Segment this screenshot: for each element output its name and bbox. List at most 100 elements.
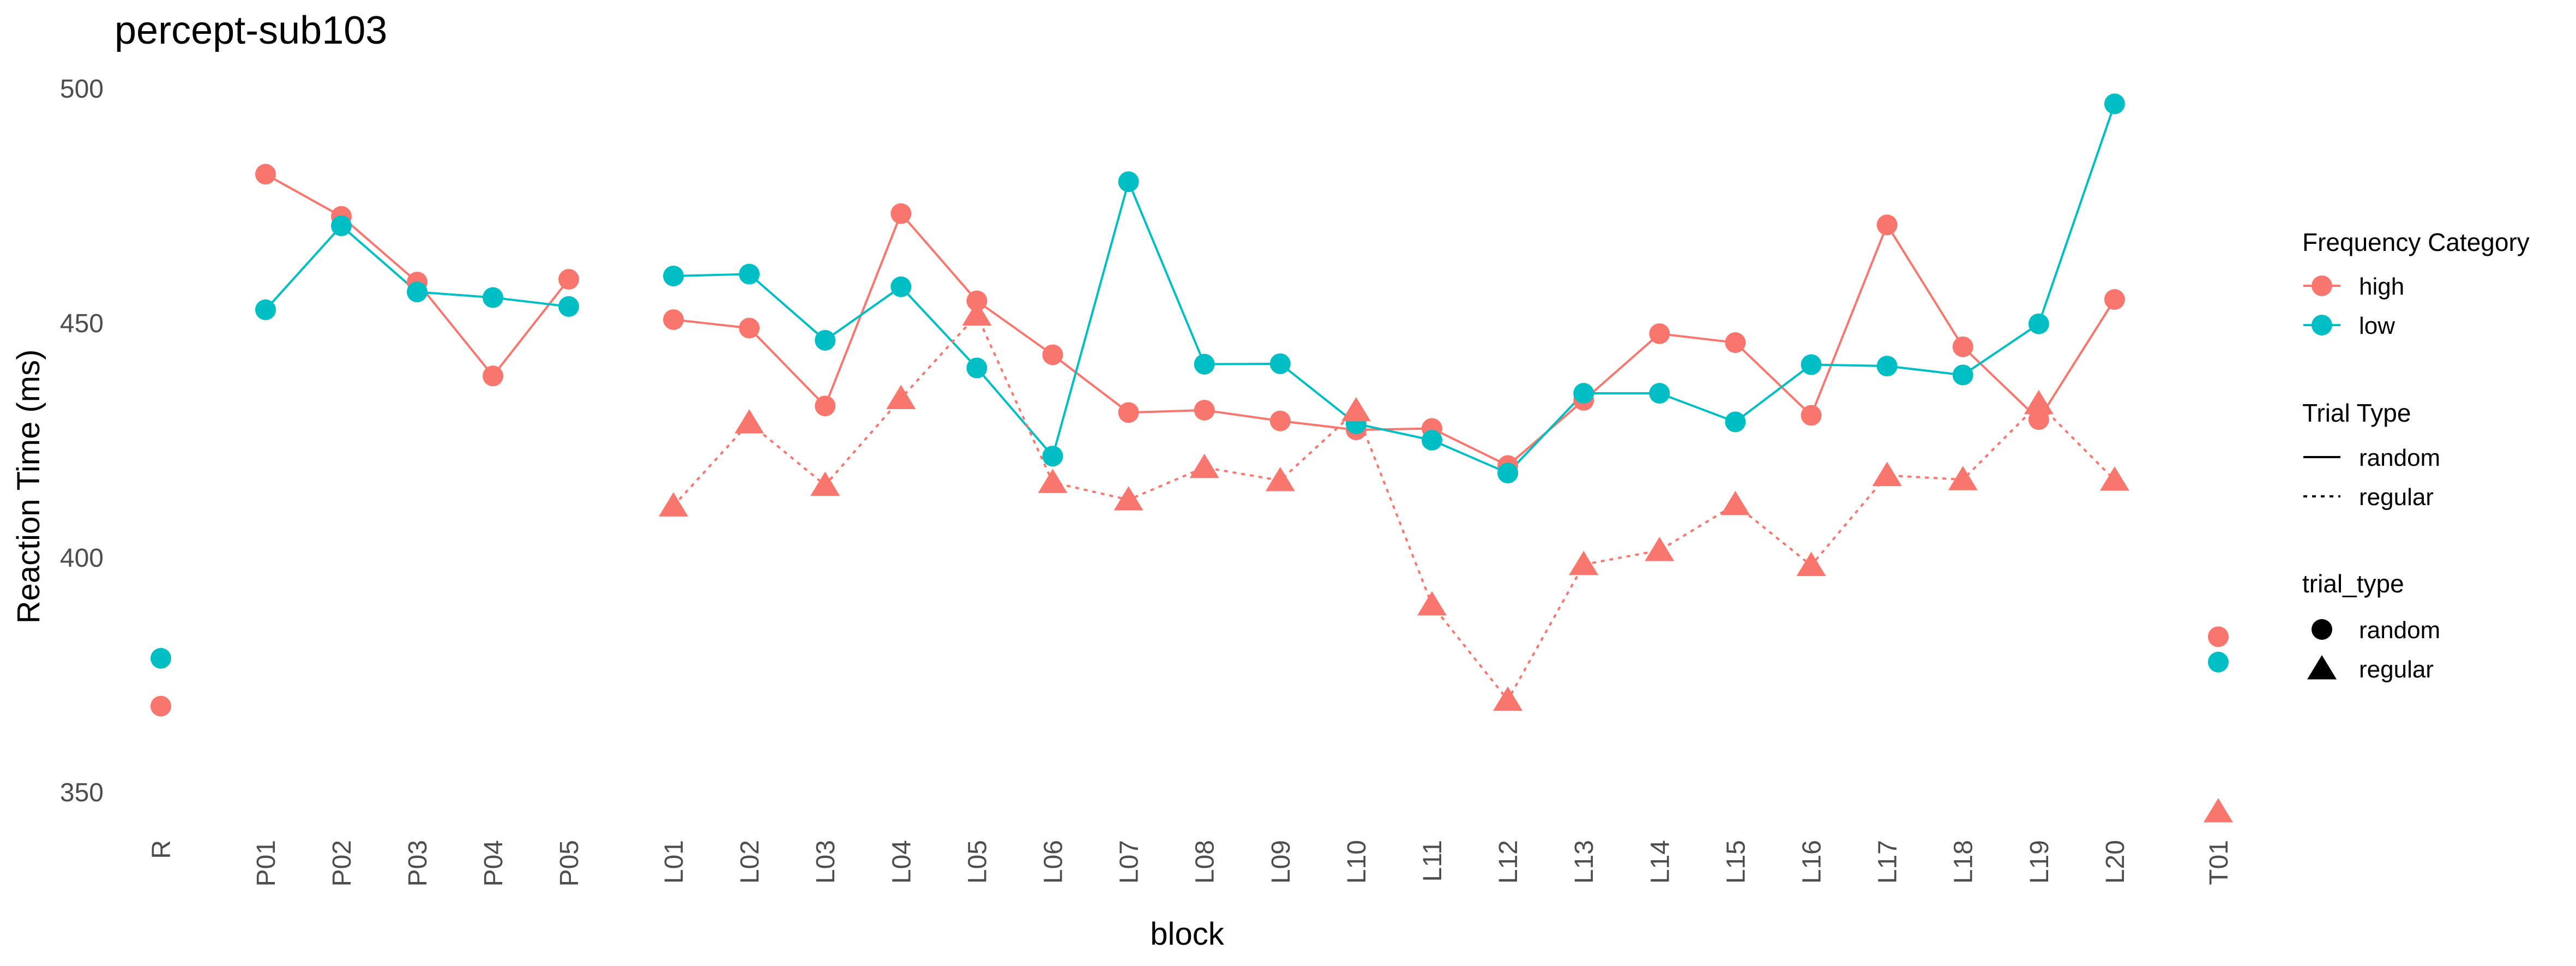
x-tick-label: P03 [404, 840, 432, 886]
x-tick-label: L06 [1039, 840, 1068, 884]
data-point [1042, 344, 1063, 365]
x-tick-label: P05 [555, 840, 584, 886]
data-point [255, 164, 276, 185]
data-point [2204, 798, 2233, 823]
data-point [2104, 289, 2125, 310]
legend-key-point [2312, 275, 2332, 296]
data-point [1796, 551, 1826, 577]
x-tick-label: P01 [252, 840, 281, 886]
x-tick-label: L10 [1343, 840, 1371, 884]
data-point [151, 647, 171, 669]
y-tick-label: 500 [60, 75, 104, 104]
data-point [1265, 466, 1295, 491]
series-lines [264, 103, 2116, 701]
data-point [1872, 461, 1902, 486]
x-tick-label: L12 [1494, 840, 1523, 884]
x-tick-label: L01 [660, 840, 689, 884]
data-point [2307, 655, 2337, 680]
data-point [483, 287, 503, 308]
data-point [1649, 323, 1670, 344]
data-point [1876, 214, 1898, 236]
data-point [1497, 463, 1519, 484]
series-points [151, 93, 2233, 823]
x-tick-label: R [147, 840, 176, 859]
data-point [735, 409, 765, 434]
x-tick-label: L13 [1570, 840, 1599, 884]
data-point [739, 263, 760, 285]
data-point [151, 695, 171, 717]
data-point [1649, 383, 1670, 404]
legend-key-point [2312, 619, 2332, 640]
data-point [1194, 353, 1215, 375]
data-point [1876, 356, 1898, 377]
data-point [1948, 466, 1978, 490]
y-tick-label: 350 [60, 778, 104, 807]
data-point [966, 357, 988, 379]
data-point [558, 269, 579, 290]
data-point [1801, 354, 1822, 375]
legend-title: Frequency Category [2302, 228, 2530, 256]
legend-label: regular [2359, 656, 2434, 683]
x-tick-label: L05 [963, 840, 992, 884]
series-line [672, 314, 2116, 701]
data-point [1720, 490, 1750, 515]
legend-label: low [2359, 313, 2395, 339]
x-tick-label: P02 [328, 840, 357, 886]
data-point [663, 309, 684, 330]
legend-title: trial_type [2302, 569, 2404, 598]
data-point [2028, 313, 2049, 334]
data-point [1269, 353, 1291, 374]
x-tick-label: L11 [1418, 840, 1447, 882]
data-point [2208, 626, 2229, 647]
series-line [673, 103, 2116, 475]
data-point [1118, 402, 1139, 423]
data-point [558, 296, 579, 317]
data-point [1042, 446, 1063, 467]
legend-label: random [2359, 445, 2440, 471]
data-point [663, 266, 684, 286]
data-point [739, 317, 760, 339]
data-point [1645, 537, 1675, 561]
y-axis-ticks: 350 400 450 500 [60, 75, 104, 807]
x-tick-label: L14 [1646, 840, 1675, 884]
x-tick-label: L20 [2101, 840, 2130, 884]
data-point [1118, 171, 1139, 193]
x-tick-label: L18 [1949, 840, 1978, 884]
x-tick-label: T01 [2205, 840, 2234, 885]
data-point [966, 290, 988, 311]
data-point [1569, 550, 1599, 575]
series-line [673, 212, 2116, 467]
x-axis-ticks: R P01 P02 P03 P04 P05 L01 L02 L03 L04 L05 L06 L07 L08… [147, 840, 2234, 886]
data-point [659, 492, 688, 517]
legend-title: Trial Type [2302, 399, 2411, 427]
x-tick-label: P04 [479, 840, 508, 886]
data-point [1194, 399, 1215, 421]
x-tick-label: L03 [811, 840, 840, 884]
data-point [1422, 430, 1442, 451]
data-point [1341, 397, 1371, 422]
data-point [1725, 411, 1746, 433]
data-point [962, 301, 992, 326]
x-tick-label: L02 [736, 840, 765, 884]
data-point [2104, 93, 2125, 115]
x-tick-label: L17 [1874, 840, 1903, 884]
data-point [1269, 410, 1291, 431]
x-tick-label: L09 [1267, 840, 1296, 884]
data-point [815, 395, 836, 417]
x-tick-label: L16 [1798, 840, 1827, 884]
legend: Frequency Category high low Trial Type rando… [2302, 228, 2530, 683]
data-point [1114, 486, 1143, 511]
data-point [1952, 364, 1973, 386]
data-point [1493, 686, 1523, 711]
x-tick-label: L04 [887, 840, 916, 884]
data-point [1952, 336, 1973, 357]
data-point [2028, 409, 2049, 430]
y-axis-title: Reaction Time (ms) [11, 350, 46, 624]
legend-label: random [2359, 617, 2440, 644]
x-tick-label: L08 [1191, 840, 1220, 884]
legend-label: regular [2359, 484, 2434, 511]
data-point [255, 299, 276, 320]
data-point [815, 329, 836, 351]
data-point [483, 365, 503, 387]
